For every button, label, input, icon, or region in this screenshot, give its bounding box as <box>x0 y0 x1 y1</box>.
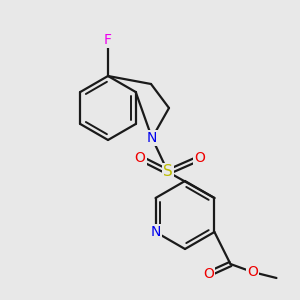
Text: O: O <box>135 151 146 165</box>
Text: N: N <box>147 131 157 145</box>
Text: N: N <box>150 225 161 239</box>
Text: F: F <box>104 33 112 47</box>
Text: O: O <box>203 267 214 281</box>
Text: O: O <box>247 265 258 279</box>
Text: S: S <box>163 164 173 179</box>
Text: O: O <box>195 151 206 165</box>
